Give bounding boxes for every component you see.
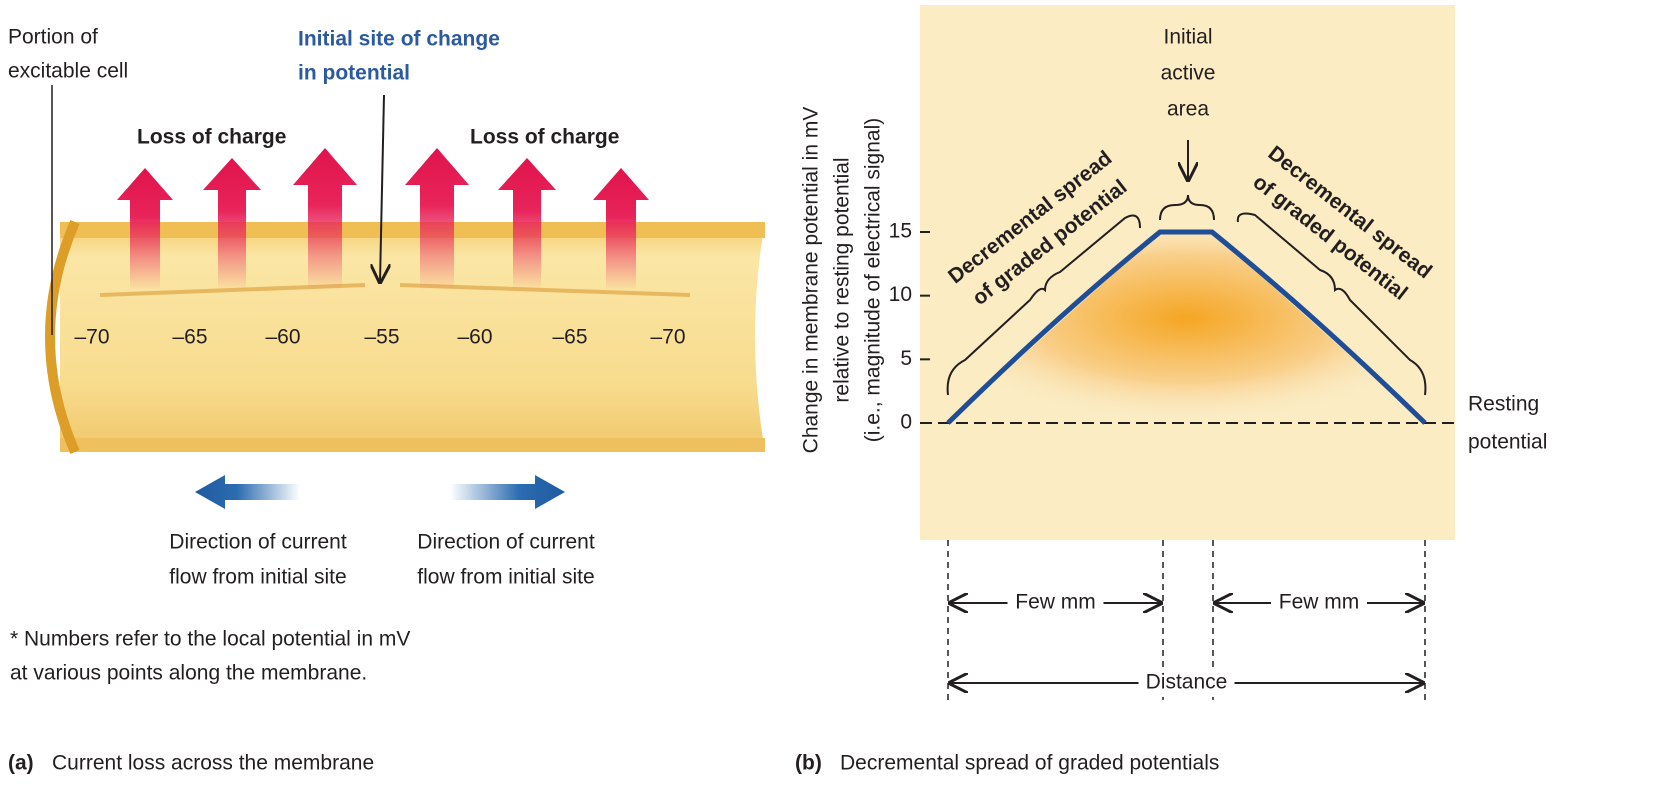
dimension-label: Few mm xyxy=(1015,591,1096,614)
dimension-label: Few mm xyxy=(1279,591,1360,614)
current-label: flow from initial site xyxy=(417,566,594,589)
potential-label: –70 xyxy=(74,326,109,349)
caption: Current loss across the membrane xyxy=(52,752,374,775)
y-tick-label: 5 xyxy=(900,347,912,370)
caption: Decremental spread of graded potentials xyxy=(840,752,1219,775)
resting-label: Resting xyxy=(1468,393,1539,416)
y-axis-label-line: relative to resting potential xyxy=(831,157,854,402)
footnote: * Numbers refer to the local potential i… xyxy=(10,628,410,651)
active-label: area xyxy=(1167,98,1209,121)
figure: Portion of excitable cell Initial site of … xyxy=(0,0,1659,789)
y-axis-label: Change in membrane potential in mV relati… xyxy=(800,107,885,454)
potential-label: –55 xyxy=(364,326,399,349)
potential-label: –60 xyxy=(265,326,300,349)
initial-site-label: Initial site of change xyxy=(298,28,500,51)
caption-letter: (a) xyxy=(8,752,34,775)
active-label: active xyxy=(1161,62,1216,85)
potential-label: –70 xyxy=(650,326,685,349)
cell-label: Portion of xyxy=(8,26,98,49)
current-arrow-right xyxy=(450,475,565,509)
active-label: Initial xyxy=(1163,26,1212,49)
dimension-label: Distance xyxy=(1146,671,1228,694)
y-axis-label-line: Change in membrane potential in mV xyxy=(800,107,823,454)
loss-label: Loss of charge xyxy=(137,126,286,149)
current-label: Direction of current xyxy=(169,531,347,554)
potential-label: –65 xyxy=(552,326,587,349)
potential-label: –60 xyxy=(457,326,492,349)
cell-label: excitable cell xyxy=(8,60,128,83)
potential-label: –65 xyxy=(172,326,207,349)
y-axis-label-line: (i.e., magnitude of electrical signal) xyxy=(862,118,885,443)
current-arrow-left xyxy=(195,475,300,509)
footnote: at various points along the membrane. xyxy=(10,662,367,685)
current-label: flow from initial site xyxy=(169,566,346,589)
resting-label: potential xyxy=(1468,431,1547,454)
loss-label: Loss of charge xyxy=(470,126,619,149)
initial-site-label: in potential xyxy=(298,62,410,85)
y-tick-label: 10 xyxy=(889,283,912,306)
current-label: Direction of current xyxy=(417,531,595,554)
y-tick-label: 15 xyxy=(889,220,912,243)
y-tick-label: 0 xyxy=(900,411,912,434)
caption-letter: (b) xyxy=(795,752,822,775)
